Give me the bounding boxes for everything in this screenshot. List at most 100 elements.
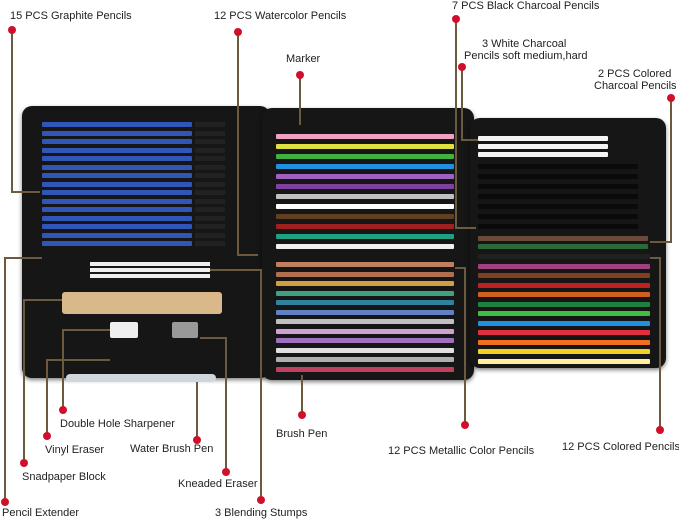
graphite-pencil-tip [195, 215, 225, 221]
callout-dot [257, 496, 265, 504]
metallic-pencil [276, 338, 454, 343]
colored-charcoal-pencil [478, 244, 648, 249]
callout-dot [222, 468, 230, 476]
graphite-pencil-tip [195, 224, 225, 229]
colored-pencil [478, 339, 650, 345]
label-white-charcoal-2: Pencils soft medium,hard [464, 50, 588, 62]
watercolor-pencil [276, 184, 454, 189]
watercolor-pencil [276, 224, 454, 229]
leader-line [455, 19, 476, 229]
label-marker: Marker [286, 53, 321, 65]
metallic-pencil [276, 281, 454, 286]
label-stumps: 3 Blending Stumps [215, 507, 308, 519]
water-brush-pen [66, 374, 216, 382]
sharpener [172, 322, 198, 338]
black-charcoal-pencil [478, 224, 638, 229]
label-sharpener: Double Hole Sharpener [60, 418, 175, 430]
graphite-pencil-tip [195, 181, 225, 187]
graphite-pencil [42, 156, 192, 161]
metallic-pencil [276, 357, 454, 362]
graphite-pencil-tip [195, 122, 225, 127]
callout-dot [298, 411, 306, 419]
metallic-pencil [276, 366, 454, 372]
graphite-pencil-tip [195, 190, 225, 195]
label-colored-pencils: 12 PCS Colored Pencils [562, 441, 679, 453]
graphite-pencil-tip [195, 241, 225, 246]
graphite-pencil [42, 224, 192, 229]
label-white-charcoal-1: 3 White Charcoal [482, 38, 567, 50]
colored-pencil [478, 282, 650, 288]
callout-dot [1, 498, 9, 506]
watercolor-pencil [276, 244, 454, 249]
callout-dot [234, 28, 242, 36]
metallic-pencil [276, 347, 454, 353]
graphite-pencil-tip [195, 207, 225, 212]
watercolor-pencil [276, 134, 454, 139]
label-metallic: 12 PCS Metallic Color Pencils [388, 445, 535, 457]
black-charcoal-pencil [478, 204, 638, 209]
sandpaper-block [62, 292, 222, 314]
graphite-pencil-tip [195, 139, 225, 144]
colored-pencil [478, 320, 650, 326]
label-water-brush: Water Brush Pen [130, 443, 214, 455]
graphite-pencil [42, 232, 192, 238]
watercolor-pencil [276, 144, 454, 149]
leader-line [237, 32, 258, 256]
metallic-pencil [276, 300, 454, 305]
colored-pencil [478, 263, 650, 269]
label-vinyl-eraser: Vinyl Eraser [45, 444, 105, 456]
callout-dot [43, 432, 51, 440]
watercolor-pencil [276, 214, 454, 219]
colored-pencil [478, 301, 650, 307]
white-charcoal-pencil [478, 152, 608, 157]
colored-pencil [478, 292, 650, 297]
label-brush-pen: Brush Pen [276, 428, 328, 440]
metallic-pencil [276, 309, 454, 315]
leader-line [62, 329, 110, 410]
label-graphite: 15 PCS Graphite Pencils [10, 10, 132, 22]
graphite-pencil-tip [195, 156, 225, 161]
leader-line [46, 359, 110, 436]
graphite-pencil [42, 190, 192, 195]
colored-pencil [478, 349, 650, 354]
leader-line [11, 30, 40, 193]
graphite-pencil-tip [195, 130, 225, 136]
leader-line [200, 337, 227, 472]
metallic-pencil [276, 290, 454, 296]
graphite-pencil-tip [195, 173, 225, 178]
watercolor-pencil [276, 164, 454, 169]
graphite-pencil [42, 207, 192, 212]
label-black-charcoal: 7 PCS Black Charcoal Pencils [452, 0, 600, 12]
callout-dot [8, 26, 16, 34]
leader-line [461, 67, 478, 141]
callout-dot [193, 436, 201, 444]
label-colored-charcoal-1: 2 PCS Colored [598, 68, 672, 80]
colored-pencil [478, 311, 650, 316]
colored-pencil [478, 273, 650, 278]
leader-line [455, 267, 466, 425]
watercolor-pencil [276, 154, 454, 159]
graphite-pencil [42, 139, 192, 144]
case-right-panel [470, 118, 666, 368]
leader-line [650, 98, 672, 243]
callout-dot [458, 63, 466, 71]
metallic-pencil [276, 271, 454, 277]
vinyl-eraser [110, 322, 138, 338]
graphite-pencil [42, 147, 192, 153]
graphite-pencil [42, 173, 192, 178]
metallic-pencil [276, 319, 454, 324]
graphite-pencil-tip [195, 164, 225, 170]
colored-pencil [478, 330, 650, 335]
graphite-pencil [42, 181, 192, 187]
metallic-pencil [276, 328, 454, 334]
leader-line [23, 299, 62, 463]
leader-line [4, 257, 42, 502]
graphite-pencil [42, 241, 192, 246]
black-charcoal-pencil [478, 184, 638, 189]
label-watercolor: 12 PCS Watercolor Pencils [214, 10, 347, 22]
callout-dot [452, 15, 460, 23]
white-charcoal-pencil [478, 144, 608, 149]
callout-dot [461, 421, 469, 429]
